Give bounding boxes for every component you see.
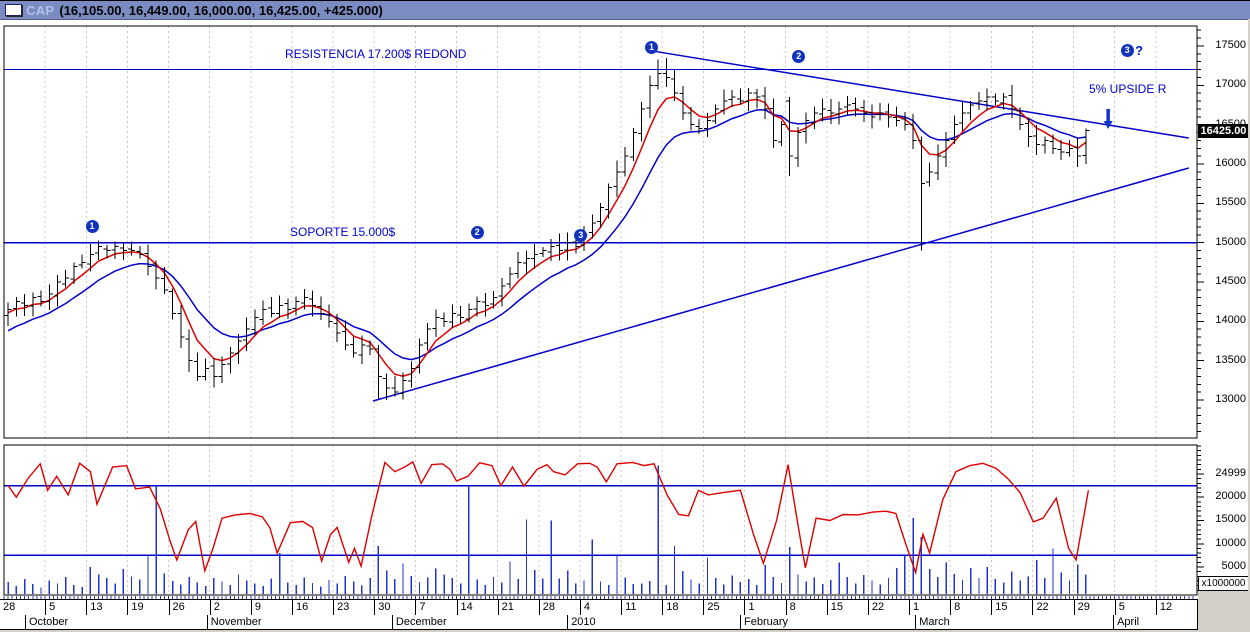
day-tick-label: 15 [991,600,1032,615]
indicator-tick-label: 10000 [1215,536,1246,549]
day-tick-label: 5 [45,600,86,615]
day-tick-label: 2 [209,600,251,615]
day-tick-label: 7 [415,600,456,615]
month-label: October [25,615,207,629]
day-tick-label: 22 [867,600,909,615]
price-tick-label: 16000 [1215,156,1246,169]
day-tick-label: 1 [909,600,950,615]
marker-question-suffix: ? [1135,42,1144,58]
window-frame-right [1248,19,1250,632]
indicator-tick-label: 15000 [1215,513,1246,526]
day-tick-label: 15 [826,600,868,615]
day-tick-label: 19 [127,600,168,615]
month-label: 2010 [567,615,740,629]
price-tick-label: 13000 [1215,393,1246,405]
price-tick-label: 17500 [1215,38,1246,51]
wave-count-marker[interactable]: 1 [85,220,99,234]
title-ohlc-readout: (16,105.00, 16,449.00, 16,000.00, 16,425… [59,2,383,18]
day-tick-label: 16 [291,600,333,615]
date-axis-months: October November December 2010 February March… [0,615,1198,630]
upside-note[interactable]: 5% UPSIDE R [1089,82,1167,96]
date-axis-days: 28 5 13 19 26 2 9 16 23 30 7 14 21 28 4 11 18 25 1 8 15 22 1 8 1… [0,599,1198,616]
day-tick-label: 9 [250,600,292,615]
day-tick-label: 21 [497,600,539,615]
day-tick-label: 26 [168,600,210,615]
day-tick-label: 11 [621,600,662,615]
month-label: April [1113,615,1197,629]
price-tick-label: 13500 [1215,353,1246,366]
day-tick-label: 18 [662,600,703,615]
day-tick-label: 28 [538,600,580,615]
day-tick-label: 8 [785,600,827,615]
price-tick-label: 14000 [1215,314,1246,327]
day-tick-label: 25 [703,600,744,615]
price-tick-label: 15000 [1215,235,1246,248]
day-tick-label: 1 [744,600,785,615]
window-frame-corner [1198,591,1250,632]
price-tick-label: 15500 [1215,196,1246,209]
resistance-label[interactable]: RESISTENCIA 17.200$ REDOND [285,47,467,61]
window-system-icon[interactable] [5,4,22,16]
indicator-tick-label: 24999 [1215,466,1246,479]
day-tick-label: 4 [579,600,621,615]
day-tick-label: 13 [86,600,127,615]
day-tick-label: 23 [333,600,374,615]
indicator-tick-label: 5000 [1221,560,1246,572]
volume-unit-label: x1000000 [1198,576,1249,591]
support-label[interactable]: SOPORTE 15.000$ [290,225,396,239]
wave-count-marker[interactable]: 1 [645,40,658,54]
day-tick-label: 22 [1032,600,1073,615]
wave-count-marker[interactable]: 2 [470,225,484,239]
wave-count-marker[interactable]: 2 [792,49,806,63]
day-tick-label: 30 [374,600,415,615]
day-tick-label: 14 [456,600,498,615]
day-tick-label: 5 [1114,600,1156,615]
day-tick-label: 8 [950,600,991,615]
last-price-label: 16425.00 [1198,123,1249,138]
symbol-title: CAP [26,2,55,18]
month-label: March [915,615,1113,629]
day-tick-label: 29 [1073,600,1115,615]
day-tick-label: 28 [3,601,16,613]
month-label: December [391,615,567,629]
price-tick-label: 17000 [1215,78,1246,91]
price-tick-label: 14500 [1215,274,1246,287]
indicator-tick-label: 20000 [1215,490,1246,503]
day-tick-label: 12 [1155,600,1197,615]
wave-count-marker[interactable]: 3 [1120,44,1134,58]
month-label: November [206,615,392,629]
wave-count-marker[interactable]: 3 [574,228,588,242]
title-bar[interactable]: CAP (16,105.00, 16,449.00, 16,000.00, 16… [0,1,1250,20]
month-label: February [740,615,915,629]
